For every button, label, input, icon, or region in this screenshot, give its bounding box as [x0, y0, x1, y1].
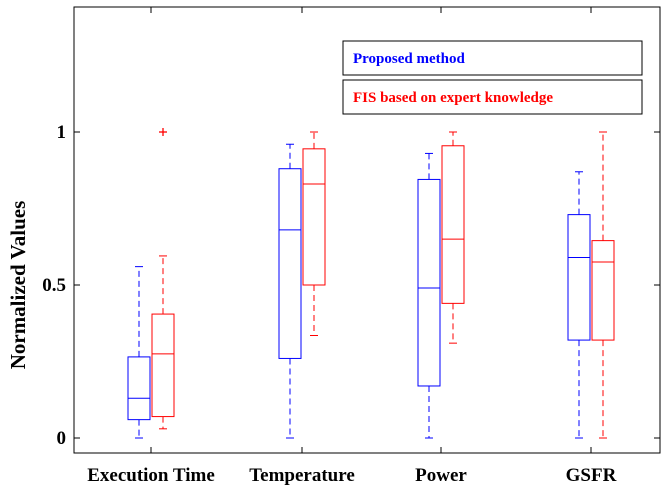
box [417, 178, 441, 387]
x-tick-label: Temperature [249, 465, 355, 486]
y-axis-label: Normalized Values [6, 201, 30, 370]
box [127, 356, 151, 421]
x-tick-label: Execution Time [87, 465, 215, 486]
box [591, 240, 615, 341]
legend-label-series-2: FIS based on expert knowledge [353, 90, 553, 106]
box [567, 214, 591, 341]
legend-label-series-1: Proposed method [353, 51, 465, 67]
x-tick-label: Power [415, 465, 467, 486]
plot-area: 0 0.5 1 Execution Time Temperature Power GSFR [42, 7, 660, 486]
box [302, 148, 326, 286]
box [278, 168, 302, 359]
y-tick-label: 1 [57, 122, 67, 143]
box [441, 145, 465, 304]
y-tick-label: 0 [57, 428, 67, 449]
y-tick-label: 0.5 [42, 275, 66, 296]
legend-box-series-2 [342, 79, 643, 115]
legend: Proposed method FIS based on expert know… [342, 40, 643, 115]
plot-frame [73, 6, 661, 454]
x-tick-label: GSFR [566, 465, 617, 486]
legend-box-series-1 [342, 40, 643, 76]
box [151, 313, 175, 418]
